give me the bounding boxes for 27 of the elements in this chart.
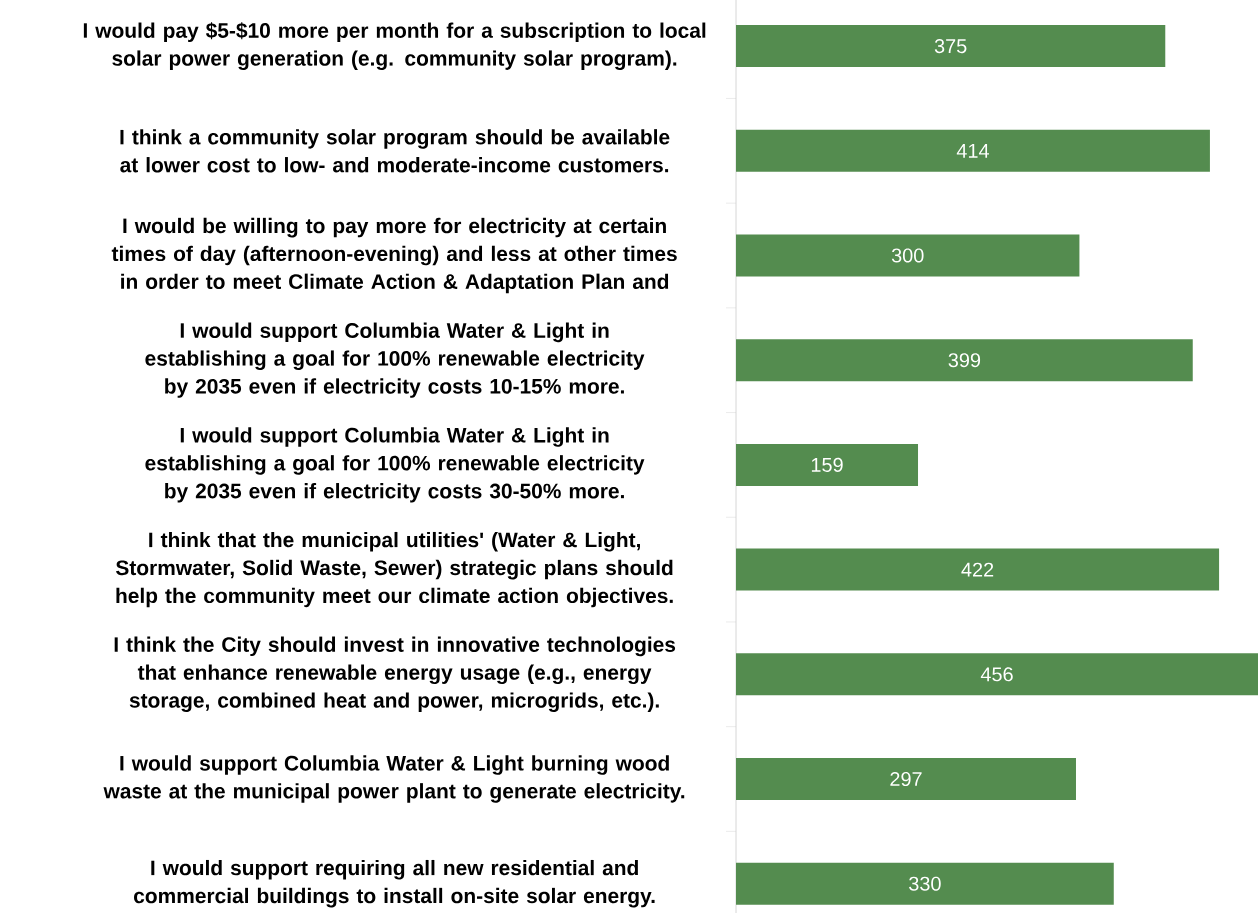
data-label: 300: [891, 248, 924, 263]
data-label: 399: [948, 353, 981, 368]
data-label: 422: [961, 562, 994, 577]
bar: [736, 339, 1193, 382]
y-tick-label: I would support Columbia Water & Light burning wood waste at the municipal power plant to generate electricity.: [103, 755, 685, 803]
data-label: 159: [811, 457, 843, 472]
bar: [736, 862, 1114, 905]
data-label: 330: [909, 876, 941, 891]
bar: [736, 757, 1076, 800]
bar: [736, 548, 1220, 591]
data-label: 297: [890, 771, 922, 787]
y-tick-label: I would support requiring all new residential and commercial buildings to install on-site solar energy.: [134, 859, 655, 908]
data-label: 414: [956, 143, 989, 158]
y-tick-label: I would pay $5-$10 more per month for a subscription to local solar power generation (e.g. community solar program).: [83, 22, 706, 71]
y-tick-label: I think that the municipal utilities' (Water & Light, Stormwater, Solid Waste, Sewer) strategic plans should help the community meet our climate action objectives.: [115, 531, 673, 608]
bar: [736, 653, 1258, 696]
bar: [736, 129, 1210, 172]
bar: [736, 25, 1166, 68]
data-label: 375: [934, 39, 967, 54]
bar: [736, 234, 1080, 277]
bar: [736, 443, 919, 486]
y-tick-label: I would support Columbia Water & Light in establishing a goal for 100% renewable electricity by 2035 even if electricity costs 30-50% more.: [145, 427, 645, 503]
y-tick-label: I would be willing to pay more for electricity at certain times of day (afternoon-evening) and less at other times in order to meet Climate Action & Adaptation Plan and: [111, 217, 677, 294]
y-tick-label: I think the City should invest in innovative technologies that enhance renewable energy usage (e.g., energy storage, combined heat and power, microgrids, etc.).: [114, 636, 676, 712]
data-label: 456: [980, 667, 1013, 682]
y-tick-label: I would support Columbia Water & Light in establishing a goal for 100% renewable electricity by 2035 even if electricity costs 10-15% more.: [145, 322, 645, 398]
y-tick-label: I think a community solar program should be available at lower cost to low- and moderate-income customers.: [120, 129, 670, 173]
